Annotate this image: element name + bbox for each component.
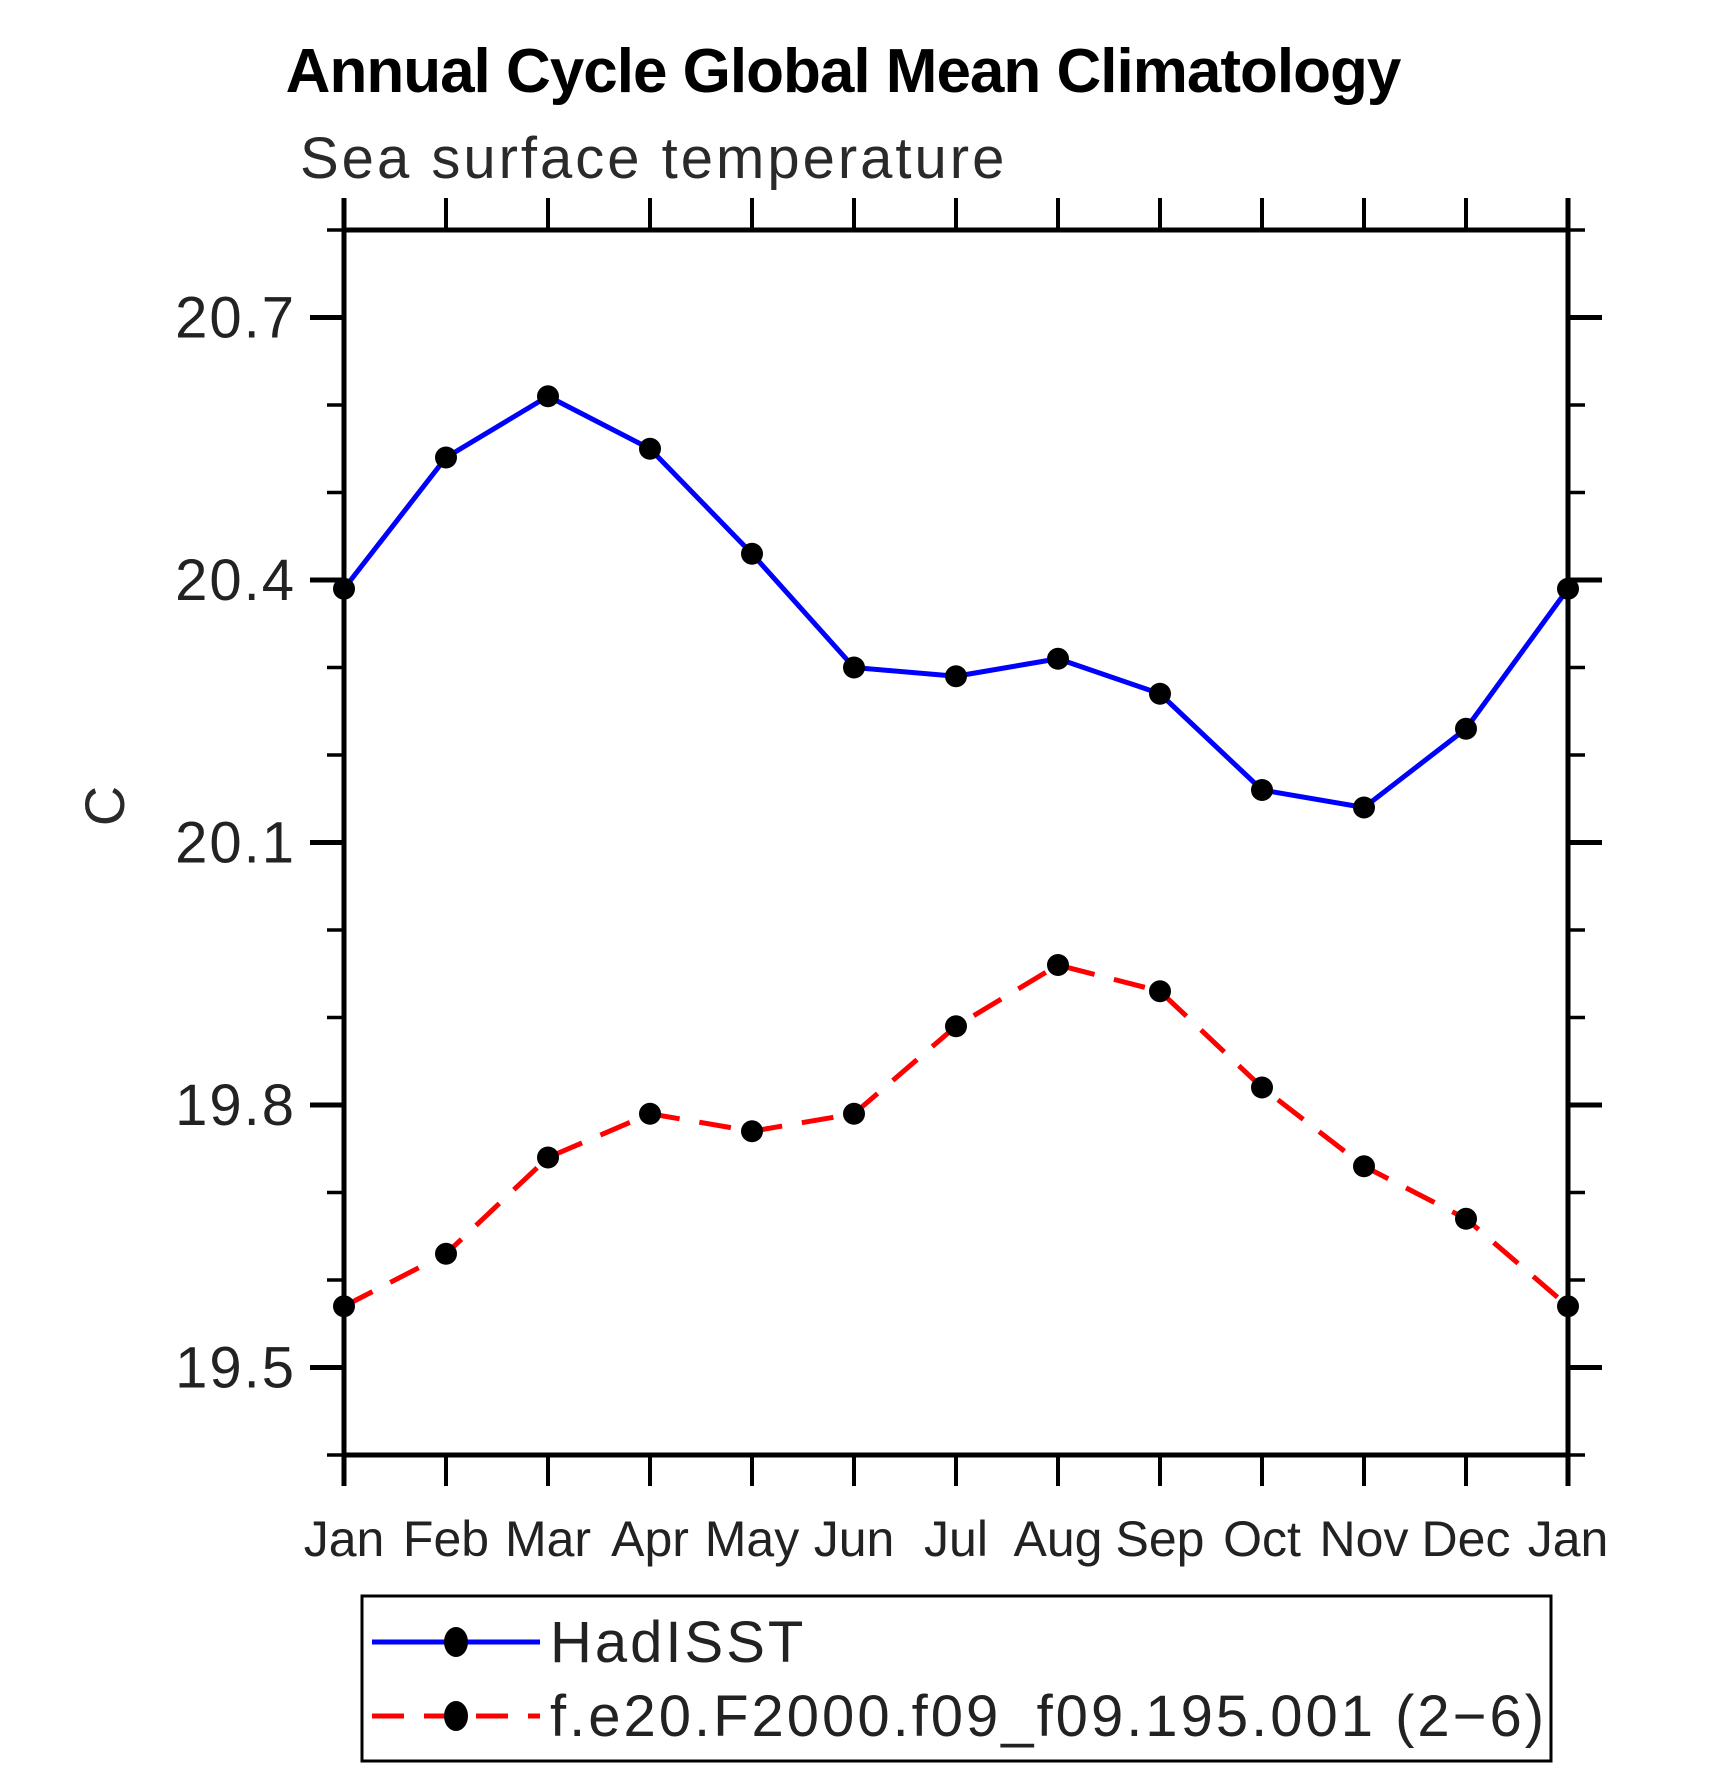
data-point [741,1120,763,1143]
data-point [843,1102,865,1125]
x-tick-label: Feb [403,1511,489,1567]
x-tick-label: Jan [1528,1511,1609,1567]
y-tick-label: 19.5 [175,1336,296,1401]
data-point [1251,779,1273,801]
legend-label: HadISST [550,1610,806,1675]
x-tick-label: Jun [814,1511,895,1567]
chart-title: Annual Cycle Global Mean Climatology [286,37,1402,106]
x-tick-label: Apr [611,1511,689,1567]
y-tick-label: 20.1 [175,811,296,876]
x-tick-label: May [705,1511,799,1567]
y-tick-label: 20.7 [175,286,296,351]
x-tick-label: Nov [1320,1511,1409,1567]
x-tick-label: Mar [505,1511,591,1567]
legend-frame [360,1594,1553,1763]
y-tick-label: 20.4 [175,548,296,613]
y-axis-label: C [73,786,136,826]
data-point [741,542,763,565]
data-point [1353,1155,1375,1178]
data-point [435,1242,457,1265]
data-point [1353,796,1375,819]
data-point [1251,1076,1273,1099]
data-point [1047,647,1069,670]
data-point [1557,1295,1579,1318]
x-tick-label: Jan [304,1511,385,1567]
chart-subtitle: Sea surface temperature [300,126,1007,191]
legend-sample-marker [444,1627,468,1657]
x-tick-label: Sep [1116,1511,1205,1567]
legend-label: f.e20.F2000.f09_f09.195.001 (2−6) [550,1684,1547,1749]
data-point [1149,980,1171,1003]
x-tick-label: Jul [924,1511,988,1567]
data-point [1455,717,1477,740]
data-point [945,1015,967,1038]
data-point [1149,682,1171,705]
data-point [435,446,457,469]
y-tick-label: 19.8 [175,1073,296,1138]
plot-area: 20.7 20.4 20.1 19.8 19.5 Jan Feb Mar Apr May Jun Ju… [175,198,1608,1567]
x-tick-label: Oct [1223,1511,1301,1567]
x-tick-label: Dec [1422,1511,1511,1567]
legend-sample-marker [444,1701,468,1731]
data-point [945,665,967,688]
data-point [639,437,661,460]
data-point [1455,1207,1477,1230]
x-tick-label: Aug [1014,1511,1103,1567]
data-point [537,385,559,408]
data-point [1047,954,1069,976]
data-point [1557,577,1579,600]
legend-box: HadISST f.e20.F2000.f09_f09.195.001 (2−6) [360,1594,1553,1763]
data-point [537,1146,559,1169]
data-point [843,656,865,679]
data-point [333,577,355,600]
series-line-hadisst [342,393,1571,810]
data-point [639,1102,661,1125]
data-point [333,1295,355,1318]
